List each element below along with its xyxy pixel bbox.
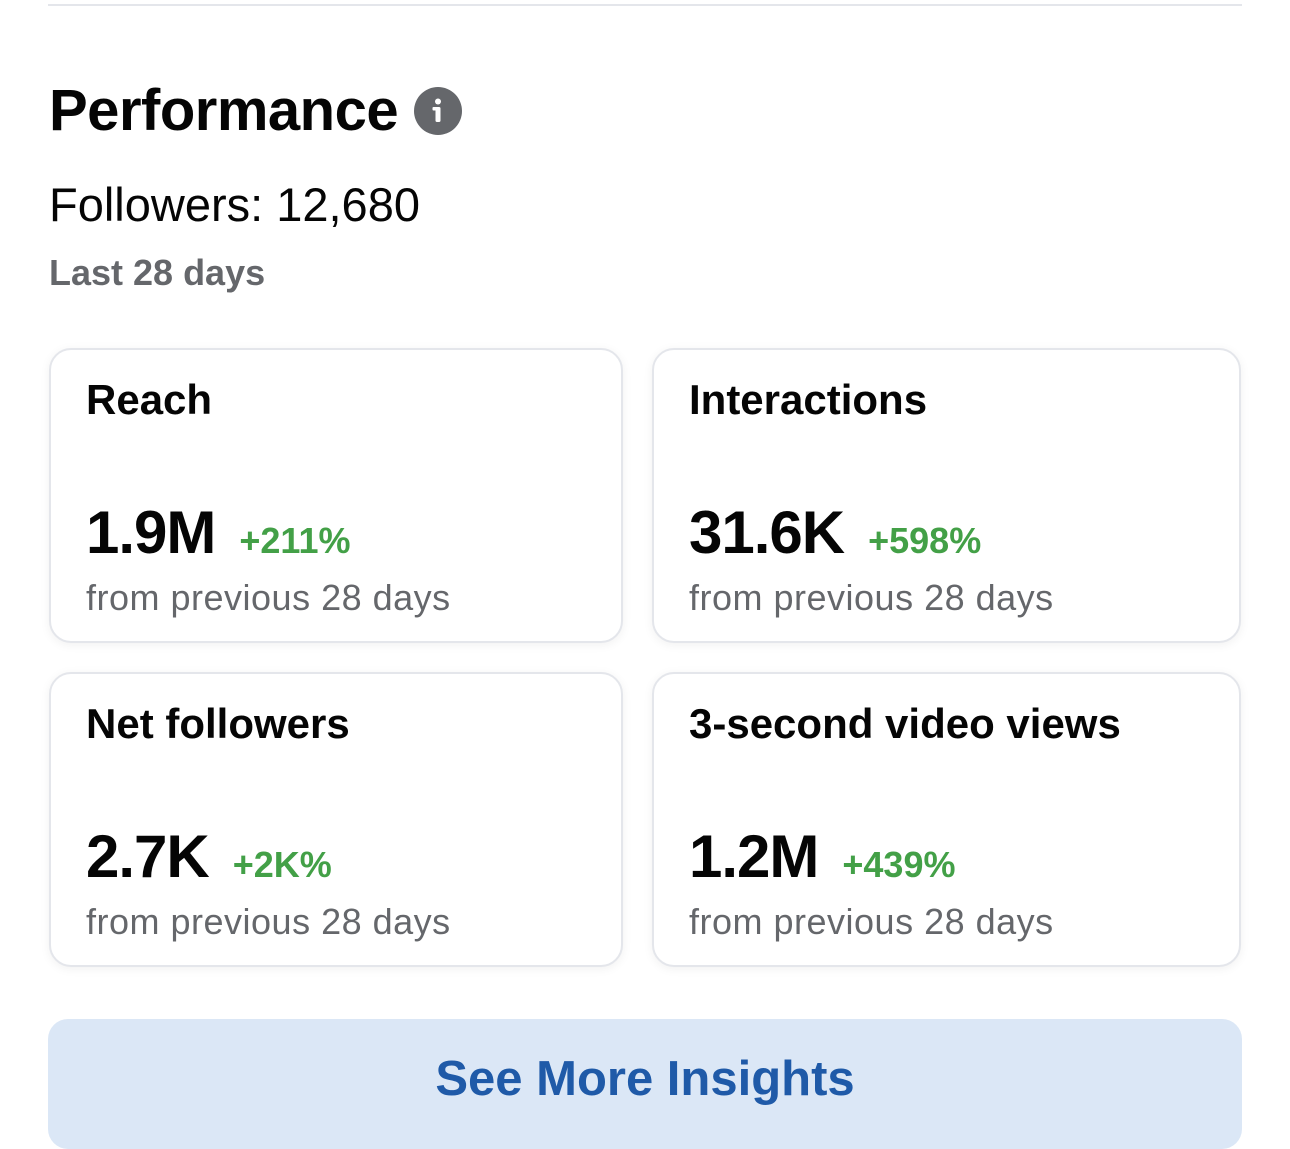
- card-change: +439%: [842, 844, 956, 885]
- card-value-row: 2.7K +2K%: [86, 824, 332, 890]
- card-subtext: from previous 28 days: [689, 577, 1054, 618]
- card-title: 3-second video views: [689, 700, 1121, 747]
- card-change: +598%: [868, 520, 982, 561]
- card-subtext: from previous 28 days: [86, 577, 451, 618]
- card-value: 31.6K: [689, 499, 845, 566]
- card-title: Net followers: [86, 700, 350, 747]
- info-glyph: [432, 98, 442, 122]
- card-subtext: from previous 28 days: [689, 901, 1054, 942]
- card-change: +211%: [239, 520, 351, 561]
- card-value-row: 1.2M +439%: [689, 824, 956, 890]
- card-value: 1.2M: [689, 823, 819, 890]
- card-change: +2K%: [232, 844, 332, 885]
- interactions-card[interactable]: Interactions 31.6K +598% from previous 2…: [652, 348, 1241, 643]
- card-value-row: 31.6K +598%: [689, 500, 981, 566]
- performance-header: Performance: [49, 78, 463, 144]
- see-more-insights-label: See More Insights: [435, 1052, 855, 1106]
- video-views-card[interactable]: 3-second video views 1.2M +439% from pre…: [652, 672, 1241, 967]
- card-subtext: from previous 28 days: [86, 901, 451, 942]
- card-value: 2.7K: [86, 823, 210, 890]
- period-label: Last 28 days: [49, 252, 266, 293]
- followers-count: Followers: 12,680: [49, 178, 420, 231]
- reach-card[interactable]: Reach 1.9M +211% from previous 28 days: [49, 348, 623, 643]
- card-title: Reach: [86, 376, 213, 423]
- card-value: 1.9M: [86, 499, 216, 566]
- card-value-row: 1.9M +211%: [86, 500, 351, 566]
- page-title: Performance: [49, 78, 399, 143]
- top-divider: [48, 4, 1242, 6]
- net-followers-card[interactable]: Net followers 2.7K +2K% from previous 28…: [49, 672, 623, 967]
- card-title: Interactions: [689, 376, 928, 423]
- info-icon[interactable]: [414, 87, 463, 135]
- see-more-insights-button[interactable]: See More Insights: [48, 1019, 1242, 1149]
